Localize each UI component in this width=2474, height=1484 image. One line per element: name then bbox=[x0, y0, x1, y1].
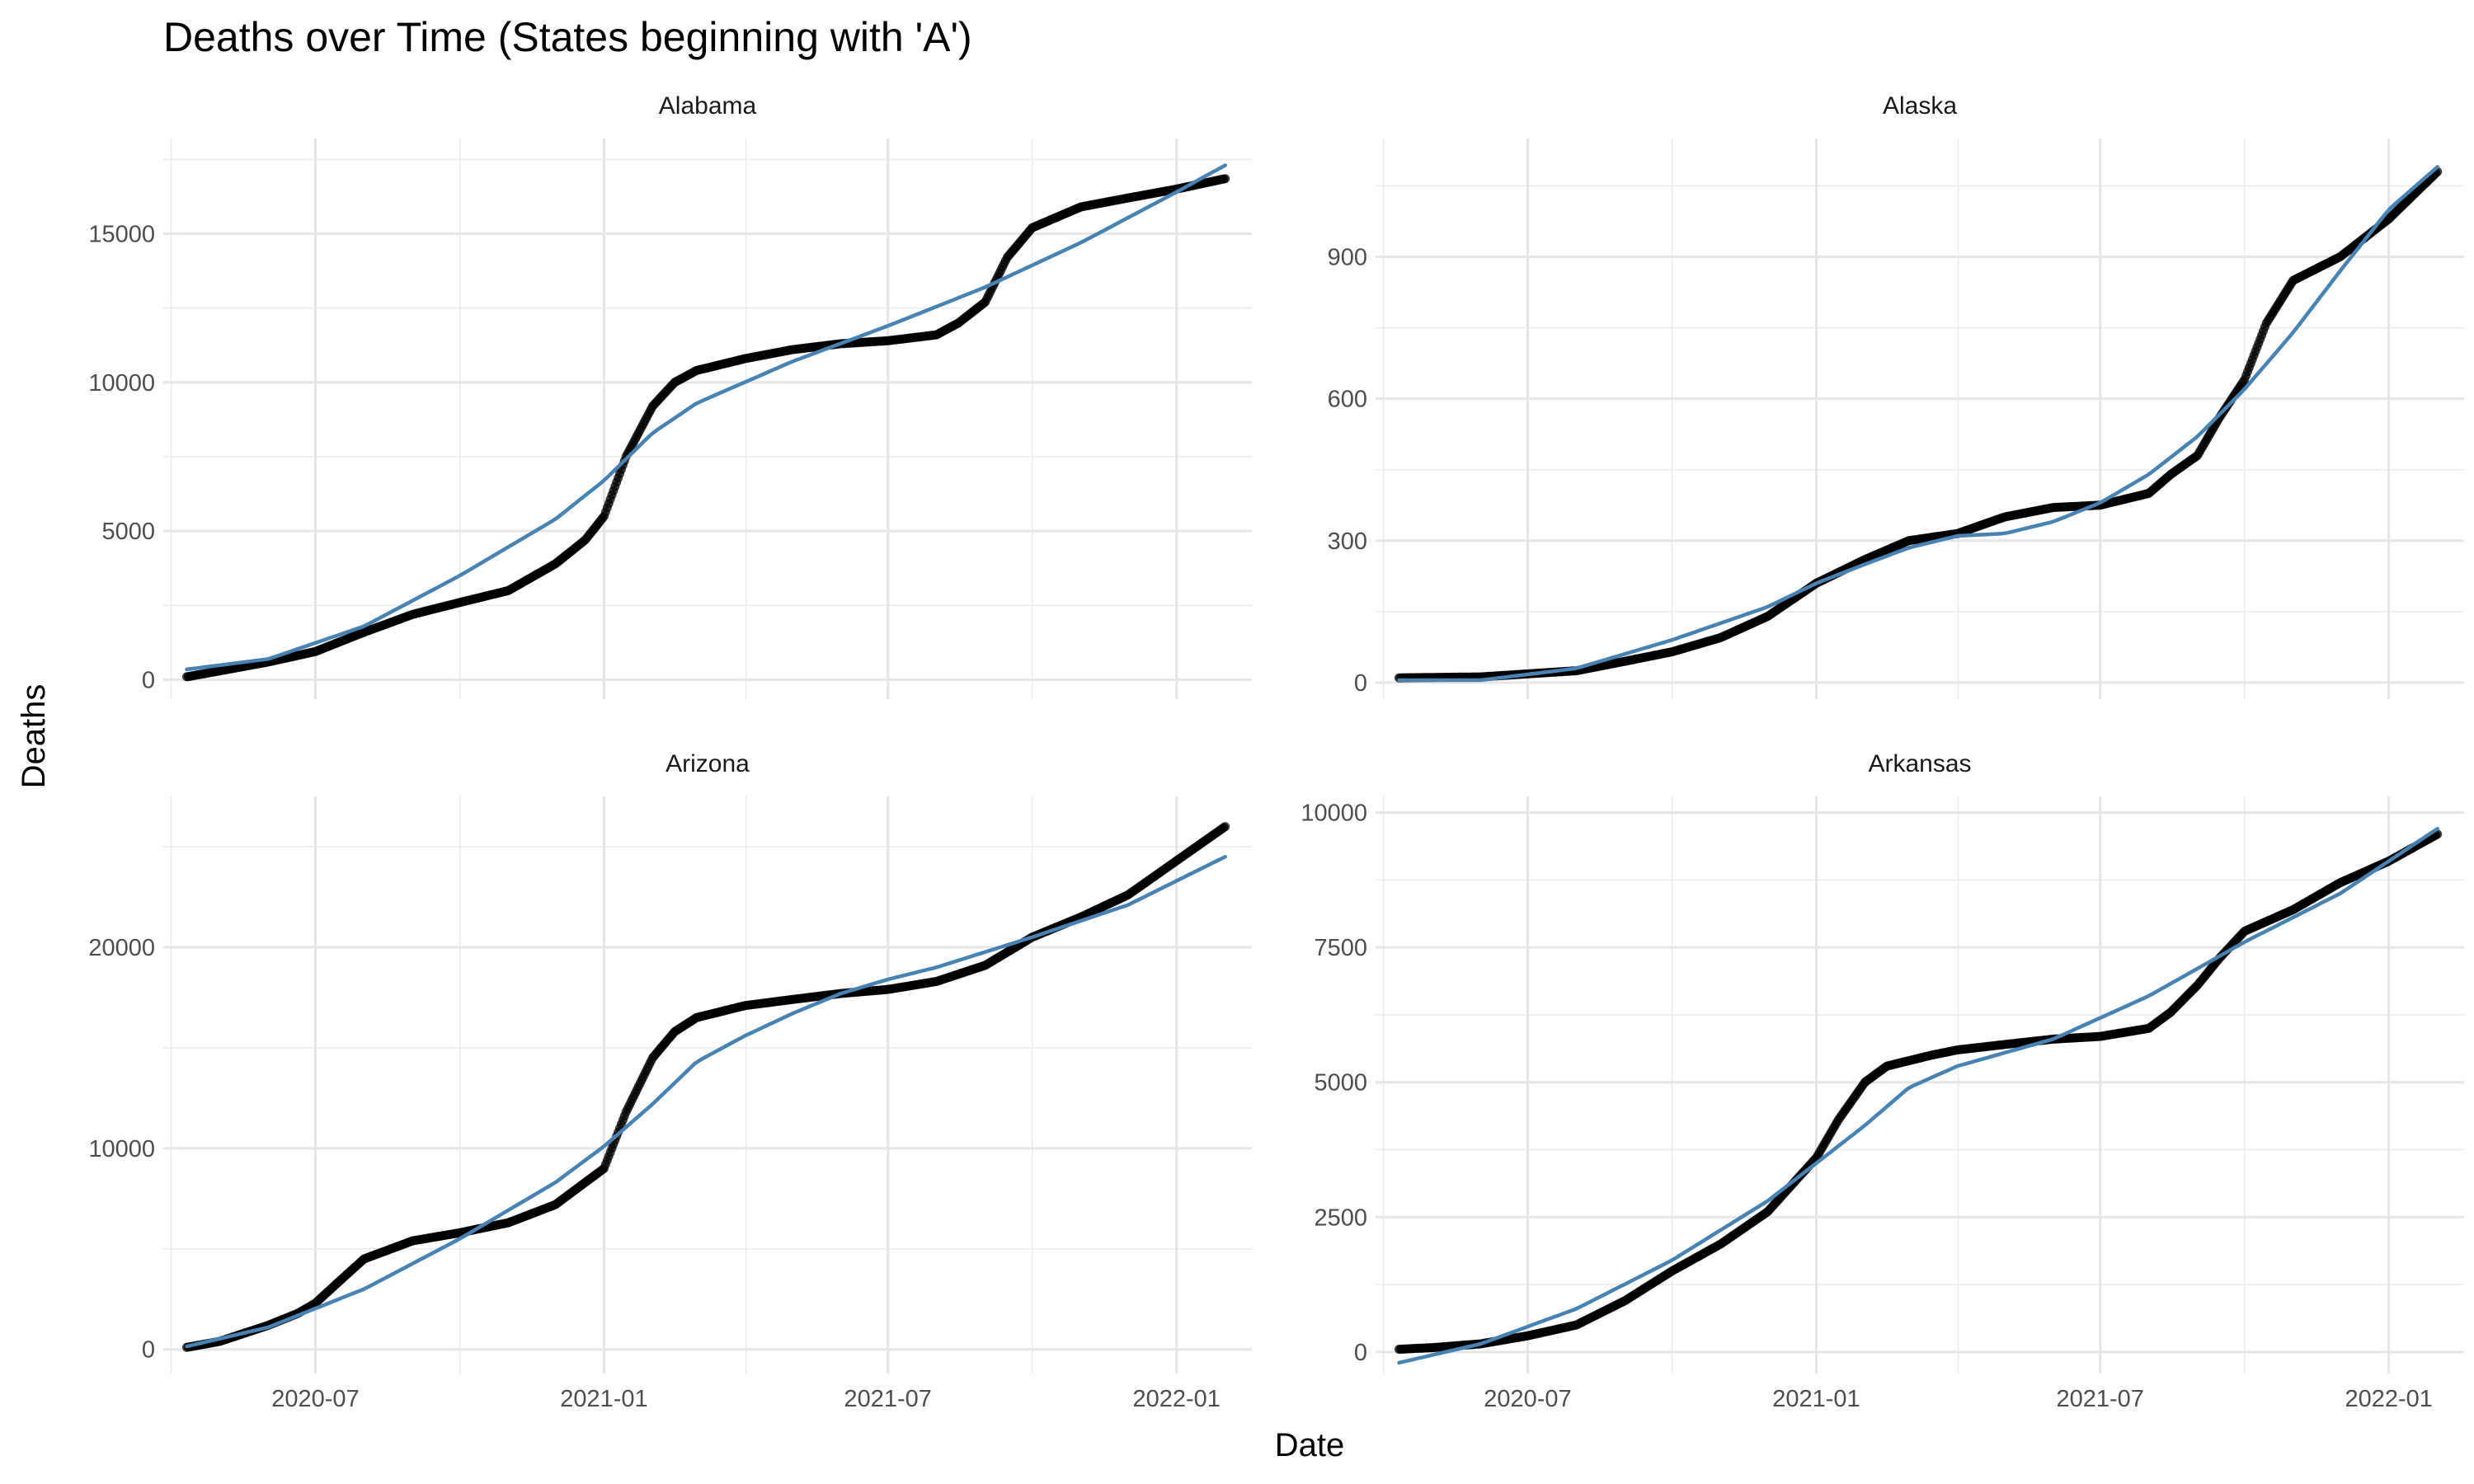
fit-line bbox=[185, 163, 1227, 672]
x-tick-label: 2021-01 bbox=[560, 1386, 647, 1412]
x-tick-label: 2020-07 bbox=[1484, 1386, 1571, 1412]
y-tick-label: 10000 bbox=[88, 370, 155, 397]
panel-arkansas: Arkansas 0 2500 5000 7500 10000 2020-07 2021-01… bbox=[1300, 750, 2464, 1412]
y-tick-label: 20000 bbox=[88, 935, 155, 961]
panel-gridlines bbox=[163, 139, 1252, 699]
x-axis-title: Date bbox=[1275, 1427, 1345, 1463]
fit-line bbox=[1397, 165, 2439, 683]
y-tick-label: 10000 bbox=[1300, 801, 1367, 827]
y-tick-label: 900 bbox=[1328, 244, 1367, 270]
panel-gridlines bbox=[1376, 139, 2464, 699]
panel-strip-label: Arkansas bbox=[1868, 750, 1971, 777]
y-tick-label: 15000 bbox=[88, 221, 155, 247]
data-point bbox=[1221, 174, 1230, 184]
fit-line bbox=[1397, 827, 2439, 1365]
data-point bbox=[1221, 822, 1230, 832]
x-tick-label: 2022-01 bbox=[1132, 1386, 1220, 1412]
panel-gridlines bbox=[163, 796, 1252, 1374]
x-tick-label: 2021-01 bbox=[1772, 1386, 1860, 1412]
x-tick-label: 2022-01 bbox=[2345, 1386, 2432, 1412]
y-tick-label: 7500 bbox=[1314, 935, 1367, 961]
x-tick-label: 2020-07 bbox=[271, 1386, 359, 1412]
y-tick-label: 2500 bbox=[1314, 1205, 1367, 1231]
facet-panels: Alabama 0 5000 10000 15000 Alaska 0 300 600 900 Ar… bbox=[88, 92, 2464, 1412]
fit-line bbox=[185, 854, 1227, 1349]
y-axis-title: Deaths bbox=[16, 684, 52, 789]
panel-strip-label: Alaska bbox=[1883, 92, 1957, 120]
x-tick-label: 2021-07 bbox=[2057, 1386, 2144, 1412]
panel-gridlines bbox=[1376, 796, 2464, 1374]
y-tick-label: 5000 bbox=[1314, 1070, 1367, 1097]
y-tick-label: 0 bbox=[142, 668, 155, 694]
observed-points bbox=[182, 174, 1230, 682]
y-tick-label: 10000 bbox=[88, 1136, 155, 1162]
panel-strip-label: Alabama bbox=[659, 92, 757, 120]
panel-strip-label: Arizona bbox=[666, 750, 750, 777]
y-tick-label: 0 bbox=[1354, 670, 1367, 697]
observed-points bbox=[1395, 167, 2443, 683]
chart-title: Deaths over Time (States beginning with … bbox=[163, 14, 972, 60]
panel-alabama: Alabama 0 5000 10000 15000 bbox=[88, 92, 1252, 699]
y-tick-label: 0 bbox=[1354, 1340, 1367, 1366]
y-tick-label: 5000 bbox=[101, 519, 155, 545]
x-tick-label: 2021-07 bbox=[844, 1386, 932, 1412]
panel-arizona: Arizona 0 10000 20000 2020-07 2021-01 2021-07 2… bbox=[88, 750, 1252, 1412]
observed-points bbox=[1395, 829, 2443, 1355]
observed-points bbox=[182, 822, 1230, 1352]
y-tick-label: 300 bbox=[1328, 528, 1367, 555]
y-tick-label: 0 bbox=[142, 1337, 155, 1364]
panel-alaska: Alaska 0 300 600 900 bbox=[1328, 92, 2464, 699]
y-tick-label: 600 bbox=[1328, 387, 1367, 413]
